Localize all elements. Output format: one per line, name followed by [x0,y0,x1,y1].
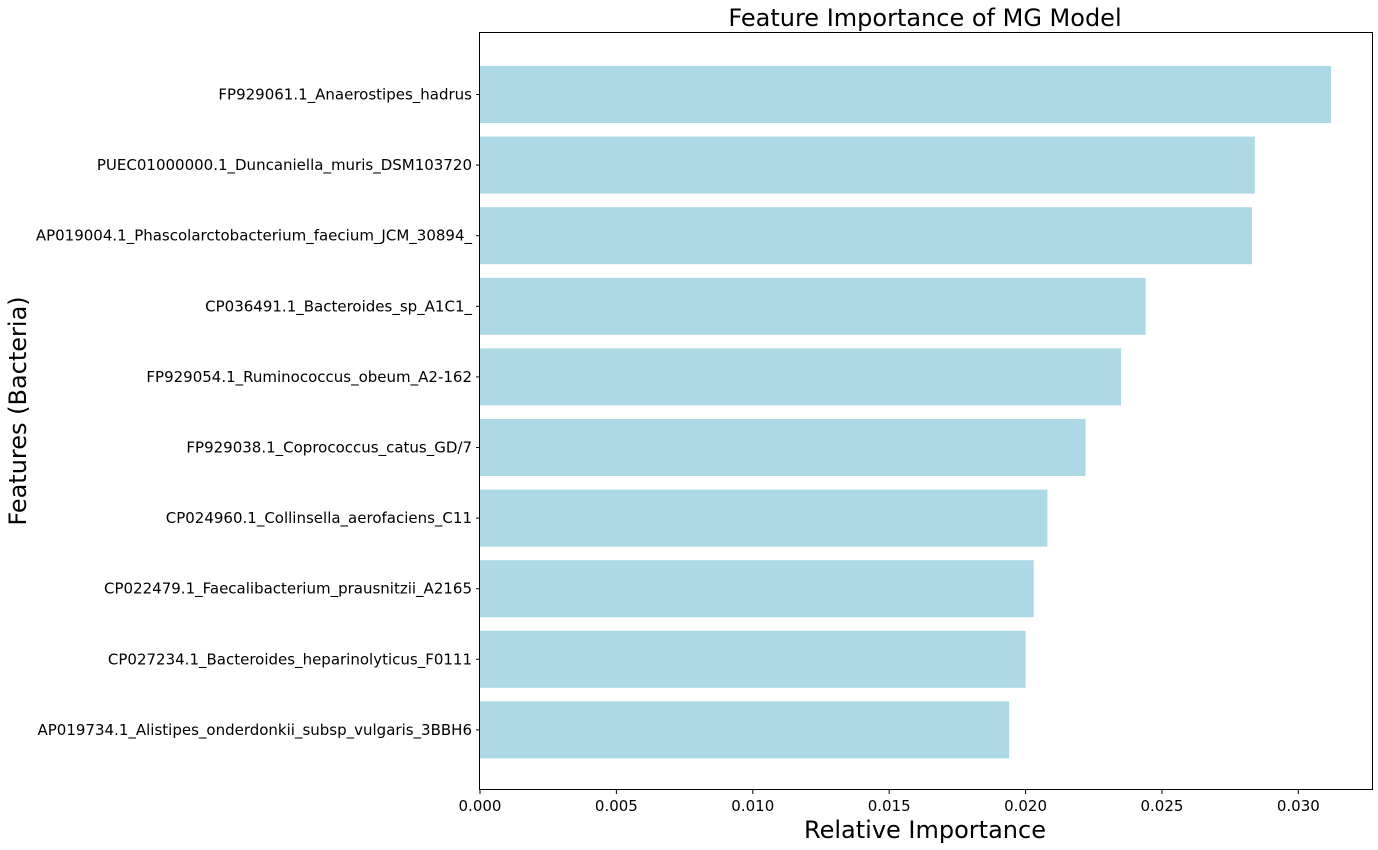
bar [480,560,1034,618]
bar [480,419,1086,476]
bar [480,66,1332,123]
x-tick-label: 0.015 [868,797,911,815]
y-tick-label: CP024960.1_Collinsella_aerofaciens_C11 [166,509,472,528]
bar [480,489,1048,547]
bar [480,277,1146,335]
y-tick-label: CP022479.1_Faecalibacterium_prausnitzii_… [104,580,472,599]
x-axis-label: Relative Importance [804,816,1046,844]
y-tick-label: AP019004.1_Phascolarctobacterium_faecium… [36,227,473,246]
x-tick-label: 0.005 [595,797,638,815]
x-tick-label: 0.025 [1140,797,1183,815]
y-tick-label: CP027234.1_Bacteroides_heparinolyticus_F… [108,650,472,669]
bar [480,136,1255,194]
bar [480,348,1122,406]
y-tick-label: PUEC01000000.1_Duncaniella_muris_DSM1037… [97,156,472,175]
bar [480,701,1010,759]
bars-group [480,66,1332,759]
x-tick-label: 0.000 [459,797,502,815]
y-tick-label: FP929061.1_Anaerostipes_hadrus [218,86,472,105]
y-axis-ticks: FP929061.1_Anaerostipes_hadrus PUEC010000… [36,86,480,740]
plot-frame [479,32,1373,790]
bar [480,630,1026,688]
y-tick-label: AP019734.1_Alistipes_onderdonkii_subsp_v… [37,721,472,740]
x-tick-label: 0.010 [731,797,774,815]
y-axis-label: Features (Bacteria) [4,296,32,525]
x-axis-ticks: 0.000 0.005 0.010 0.015 0.020 0.025 0.030 [459,789,1320,815]
y-tick-label: FP929038.1_Coprococcus_catus_GD/7 [186,439,472,458]
y-tick-label: CP036491.1_Bacteroides_sp_A1C1_ [205,297,472,316]
x-tick-label: 0.030 [1277,797,1320,815]
chart-title: Feature Importance of MG Model [728,4,1121,32]
x-tick-label: 0.020 [1004,797,1047,815]
bar [480,207,1252,265]
y-tick-label: FP929054.1_Ruminococcus_obeum_A2-162 [146,368,472,387]
